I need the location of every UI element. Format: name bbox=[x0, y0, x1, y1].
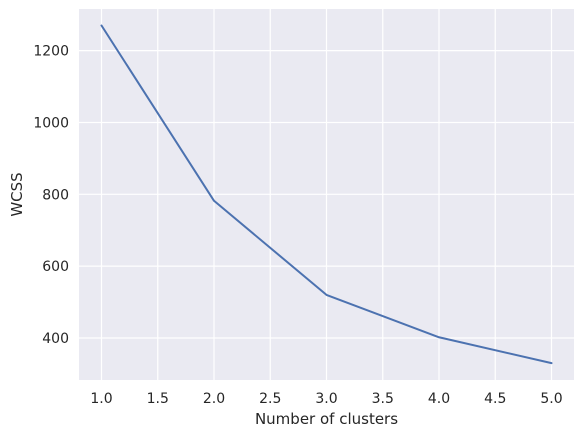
x-tick-label: 2.0 bbox=[203, 391, 225, 407]
x-tick-label: 4.5 bbox=[484, 391, 506, 407]
series-line bbox=[100, 24, 553, 365]
grid-lines bbox=[79, 9, 574, 380]
x-tick-label: 3.5 bbox=[372, 391, 394, 407]
y-tick-label: 400 bbox=[42, 331, 69, 347]
x-tick-label: 5.0 bbox=[540, 391, 562, 407]
y-tick-label: 1000 bbox=[33, 115, 69, 131]
x-tick-label: 1.5 bbox=[147, 391, 169, 407]
y-tick-label: 600 bbox=[42, 259, 69, 275]
y-axis-label: WCSS bbox=[8, 172, 26, 216]
x-tick-label: 2.5 bbox=[259, 391, 281, 407]
x-tick-label: 1.0 bbox=[90, 391, 112, 407]
x-axis-label: Number of clusters bbox=[255, 410, 398, 428]
tick-labels: 1.0 1.5 2.0 2.5 3.0 3.5 4.0 4.5 5.0 400 600 800 1000… bbox=[33, 44, 562, 407]
series-layer bbox=[100, 24, 553, 365]
y-tick-label: 800 bbox=[42, 187, 69, 203]
x-tick-label: 4.0 bbox=[428, 391, 450, 407]
y-tick-label: 1200 bbox=[33, 44, 69, 60]
x-tick-label: 3.0 bbox=[315, 391, 337, 407]
